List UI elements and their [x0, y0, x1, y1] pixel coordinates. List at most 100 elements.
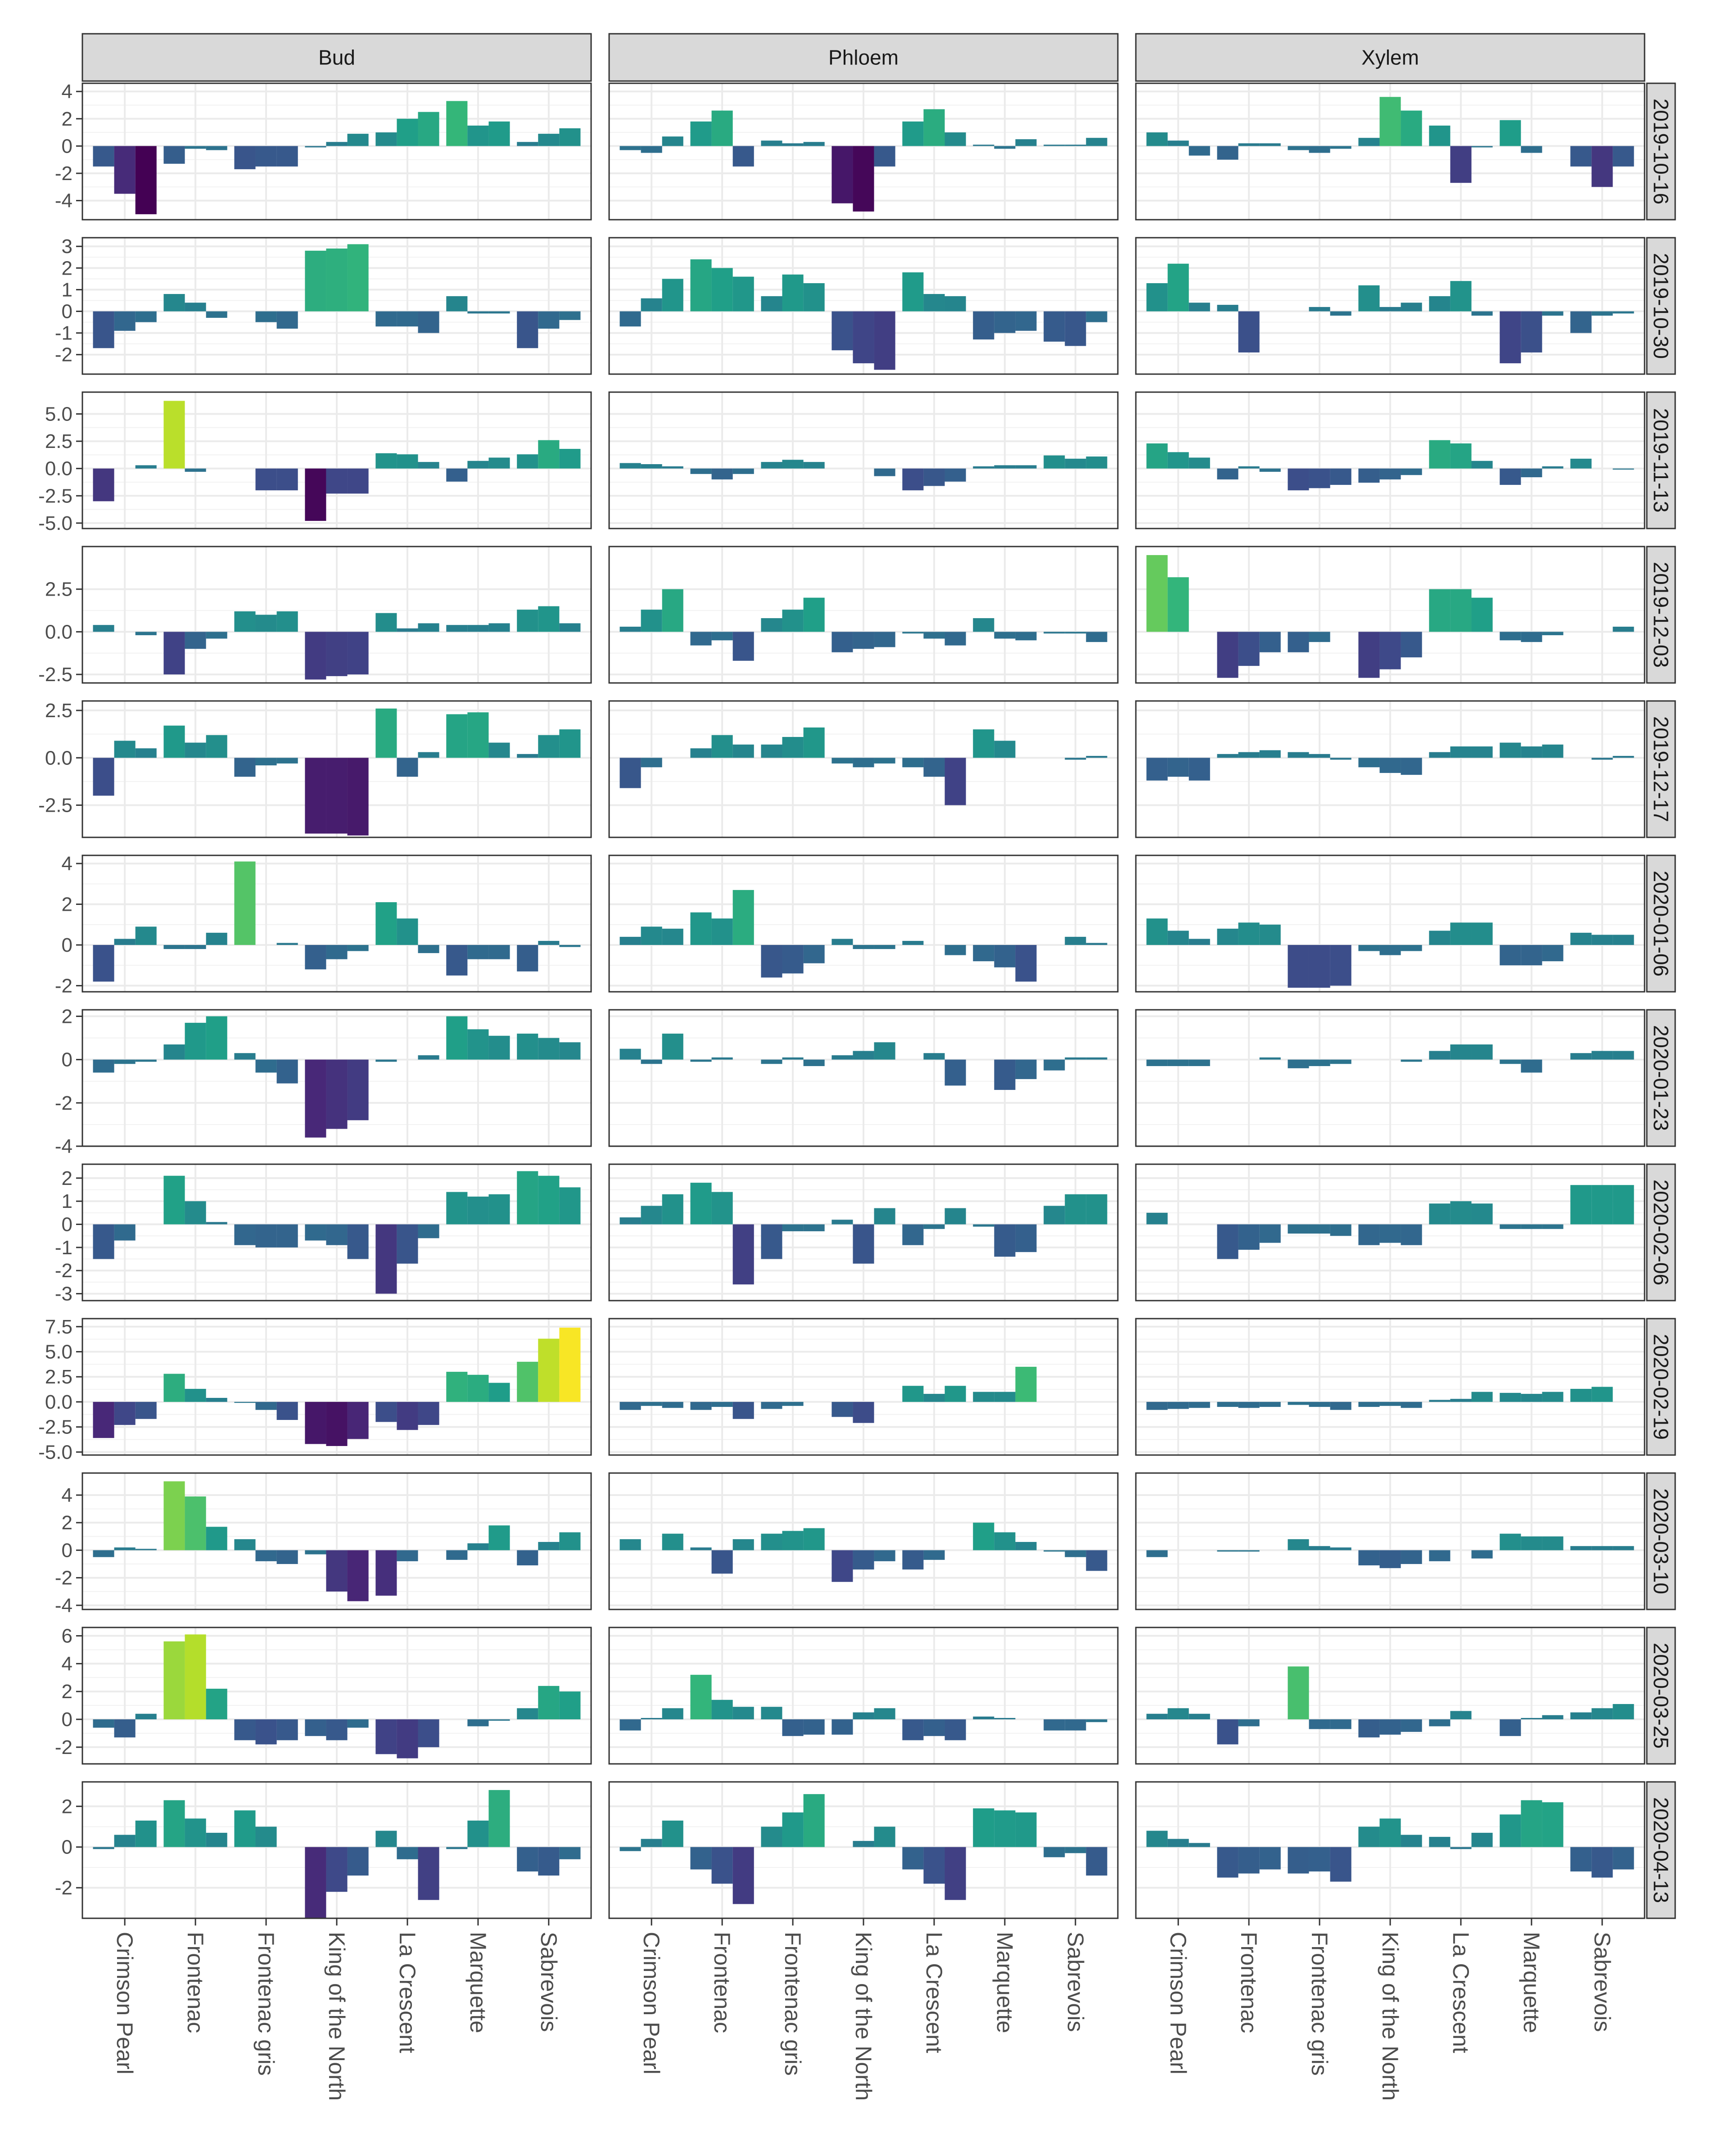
bar-king-of-the-north-1 [1358, 758, 1380, 768]
bar-king-of-the-north-2 [326, 1550, 348, 1592]
bar-marquette-2 [467, 1029, 489, 1060]
panel-xylem-2020-01-23 [1135, 1009, 1645, 1147]
bar-frontenac-2 [711, 1550, 733, 1574]
bar-king-of-the-north-2 [326, 249, 348, 312]
bar-marquette-1 [973, 1716, 994, 1720]
bar-sabrevois-3 [1613, 627, 1634, 632]
panel-border [81, 1318, 592, 1456]
bar-la-crescent-2 [923, 1550, 945, 1560]
bar-king-of-the-north-2 [853, 1051, 874, 1060]
bar-sabrevois-1 [1570, 311, 1592, 333]
bar-king-of-the-north-2 [1379, 97, 1401, 146]
bar-frontenac-gris-1 [1288, 468, 1309, 491]
bar-crimson-pearl-1 [619, 1847, 641, 1851]
bar-crimson-pearl-2 [114, 311, 136, 331]
bar-frontenac-2 [1238, 752, 1260, 758]
panel-xylem-2020-04-13 [1135, 1781, 1645, 1919]
bar-frontenac-gris-3 [803, 283, 825, 312]
bar-crimson-pearl-3 [662, 136, 683, 146]
strip-2019-10-30 [1646, 237, 1676, 375]
x-axes: Crimson Pearl Frontenac Frontenac gris King… [112, 1918, 1615, 2101]
bar-frontenac-gris-1 [761, 1707, 782, 1720]
y-tick-label: 4 [62, 1653, 72, 1675]
bar-marquette-3 [1542, 744, 1564, 758]
y-tick-label: 0 [62, 1049, 72, 1071]
bar-frontenac-3 [1259, 750, 1281, 758]
bar-la-crescent-1 [375, 1401, 397, 1422]
bar-marquette-3 [488, 1383, 510, 1402]
bar-sabrevois-3 [559, 1042, 581, 1060]
bar-frontenac-gris-2 [255, 1719, 277, 1745]
bar-frontenac-gris-3 [276, 1059, 298, 1084]
bar-king-of-the-north-2 [1379, 945, 1401, 955]
bar-king-of-the-north-2 [853, 1550, 874, 1570]
bar-king-of-the-north-3 [1401, 1719, 1422, 1732]
bar-frontenac-gris-1 [761, 1401, 782, 1409]
bar-frontenac-1 [163, 1374, 185, 1402]
bar-la-crescent-3 [1471, 1833, 1493, 1847]
bar-sabrevois-1 [517, 610, 538, 632]
bar-crimson-pearl-3 [135, 1401, 157, 1419]
bar-frontenac-gris-1 [234, 1810, 256, 1847]
bar-frontenac-2 [711, 110, 733, 146]
panel-xylem-2020-02-19 [1135, 1318, 1645, 1456]
bar-marquette-2 [994, 1718, 1016, 1720]
x-tick-label-la-crescent: La Crescent [395, 1932, 420, 2053]
bar-la-crescent-3 [1471, 146, 1493, 148]
bar-marquette-1 [973, 311, 994, 340]
bar-la-crescent-1 [375, 453, 397, 469]
bar-crimson-pearl-2 [114, 1224, 136, 1241]
bar-marquette-3 [1542, 945, 1564, 962]
row-label-2019-10-30: 2019-10-30 [1650, 253, 1673, 359]
bar-marquette-1 [446, 1016, 468, 1060]
bar-sabrevois-2 [1591, 1185, 1613, 1225]
bar-sabrevois-3 [1613, 935, 1634, 945]
bar-la-crescent-1 [1429, 440, 1451, 469]
bar-king-of-the-north-3 [874, 1708, 895, 1720]
bar-la-crescent-3 [418, 311, 439, 333]
bar-la-crescent-1 [902, 1386, 924, 1402]
x-tick-label-crimson-pearl: Crimson Pearl [1166, 1932, 1191, 2075]
bar-marquette-1 [446, 101, 468, 146]
y-tick-label: 3 [62, 235, 72, 258]
bar-frontenac-gris-3 [276, 468, 298, 491]
bar-king-of-the-north-1 [832, 939, 853, 945]
bar-frontenac-1 [690, 748, 712, 758]
panel-border [608, 1009, 1119, 1147]
bar-crimson-pearl-3 [662, 928, 683, 945]
bar-marquette-3 [1542, 311, 1564, 316]
bar-frontenac-1 [690, 1401, 712, 1410]
bar-crimson-pearl-3 [1189, 1401, 1210, 1408]
bar-frontenac-gris-1 [761, 140, 782, 146]
bar-frontenac-1 [163, 632, 185, 675]
bar-crimson-pearl-2 [1167, 758, 1189, 777]
bar-sabrevois-3 [1613, 756, 1634, 758]
y-tick-label: 2 [62, 1167, 72, 1189]
bar-frontenac-gris-3 [276, 1550, 298, 1564]
bar-sabrevois-1 [1570, 1546, 1592, 1550]
bar-crimson-pearl-3 [1189, 146, 1210, 156]
row-label-2020-04-13: 2020-04-13 [1650, 1797, 1673, 1903]
bar-crimson-pearl-3 [135, 1713, 157, 1720]
bar-marquette-3 [488, 1525, 510, 1550]
bar-la-crescent-3 [945, 1847, 966, 1900]
bar-king-of-the-north-2 [1379, 1719, 1401, 1735]
bar-la-crescent-1 [375, 1719, 397, 1754]
bar-marquette-3 [488, 121, 510, 146]
bar-king-of-the-north-3 [347, 468, 369, 494]
bar-frontenac-2 [711, 1699, 733, 1720]
bar-crimson-pearl-3 [1189, 457, 1210, 469]
x-tick-label-frontenac-gris: Frontenac gris [1307, 1932, 1332, 2076]
bar-sabrevois-3 [1086, 1550, 1107, 1571]
bar-sabrevois-1 [1570, 458, 1592, 469]
bar-frontenac-gris-2 [1309, 1719, 1330, 1729]
bar-frontenac-gris-1 [761, 1224, 782, 1259]
panel-border [1135, 391, 1645, 529]
bar-king-of-the-north-1 [1358, 1826, 1380, 1847]
bar-frontenac-gris-3 [803, 727, 825, 758]
bar-sabrevois-2 [1065, 1057, 1086, 1060]
x-tick-label-la-crescent: La Crescent [922, 1932, 947, 2053]
y-axes: 420-2-43210-1-25.02.50.0-2.5-5.02.50.0-2… [38, 81, 82, 1899]
bar-marquette-3 [488, 1194, 510, 1225]
bar-la-crescent-1 [902, 1719, 924, 1740]
